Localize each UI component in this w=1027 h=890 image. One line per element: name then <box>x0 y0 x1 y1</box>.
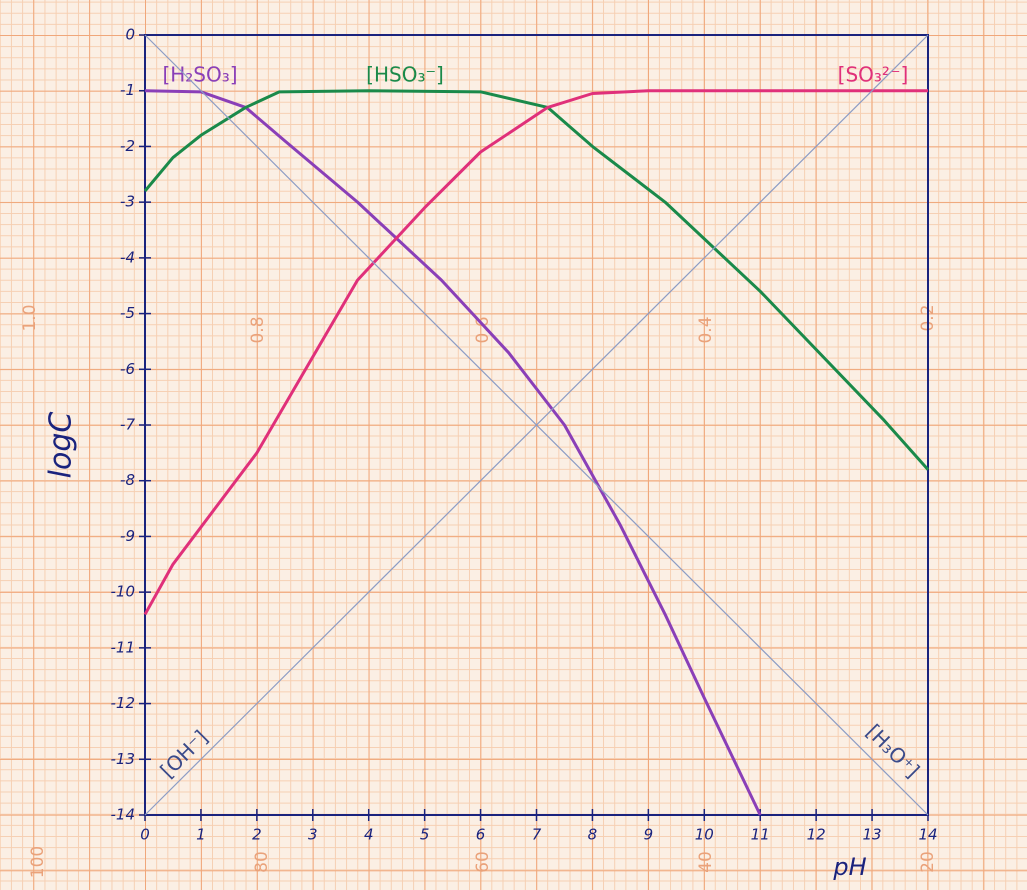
x-tick-label: 12 <box>807 826 826 844</box>
y-axis-label: logC <box>44 412 79 479</box>
paper-marking: 0.6 <box>473 316 493 343</box>
paper-marking: 1.0 <box>20 304 40 331</box>
paper-marking: 20 <box>918 851 938 873</box>
y-tick-label: -10 <box>111 583 136 601</box>
x-tick-label: 1 <box>196 826 206 844</box>
series-line <box>145 91 760 815</box>
series-label: [SO₃²⁻] <box>838 63 909 87</box>
x-tick-label: 8 <box>588 826 598 844</box>
x-tick-label: 3 <box>308 826 318 844</box>
series-line <box>145 91 928 615</box>
x-tick-label: 6 <box>476 826 486 844</box>
series-label: [HSO₃⁻] <box>366 63 444 87</box>
series-label: [H₃O⁺] <box>862 719 925 782</box>
series-line <box>145 91 928 470</box>
paper-marking: 0.8 <box>248 316 268 343</box>
x-tick-label: 14 <box>918 826 937 844</box>
y-tick-label: -14 <box>111 806 136 824</box>
x-tick-label: 9 <box>644 826 654 844</box>
y-tick-label: -4 <box>120 248 135 266</box>
y-tick-label: -12 <box>111 694 136 712</box>
x-axis-label: pH <box>832 853 866 881</box>
x-tick-label: 7 <box>532 826 542 844</box>
x-tick-label: 0 <box>140 826 150 844</box>
y-tick-label: -9 <box>120 527 135 545</box>
paper-marking: 100 <box>28 846 48 878</box>
x-tick-label: 4 <box>364 826 374 844</box>
y-tick-label: -7 <box>120 416 135 434</box>
y-tick-label: -8 <box>120 471 135 489</box>
y-tick-label: -1 <box>120 81 135 99</box>
y-tick-label: -11 <box>111 638 136 656</box>
paper-marking: 60 <box>473 851 493 873</box>
x-tick-label: 2 <box>252 826 262 844</box>
chart: logC pH 1.00.80.60.40.2100806040200-1-2-… <box>0 0 1027 890</box>
y-tick-label: -6 <box>120 360 135 378</box>
x-tick-label: 5 <box>420 826 430 844</box>
paper-marking: 40 <box>696 851 716 873</box>
y-tick-label: 0 <box>125 26 135 44</box>
paper-marking: 0.4 <box>696 316 716 343</box>
y-tick-label: -2 <box>120 137 135 155</box>
x-tick-label: 10 <box>695 826 714 844</box>
y-tick-label: -3 <box>120 193 135 211</box>
y-tick-label: -5 <box>120 304 135 322</box>
paper-marking: 80 <box>252 851 272 873</box>
x-tick-label: 13 <box>863 826 882 844</box>
x-tick-label: 11 <box>751 826 770 844</box>
series-label: [OH⁻] <box>155 725 212 782</box>
y-tick-label: -13 <box>111 750 136 768</box>
series-label: [H₂SO₃] <box>162 63 237 87</box>
